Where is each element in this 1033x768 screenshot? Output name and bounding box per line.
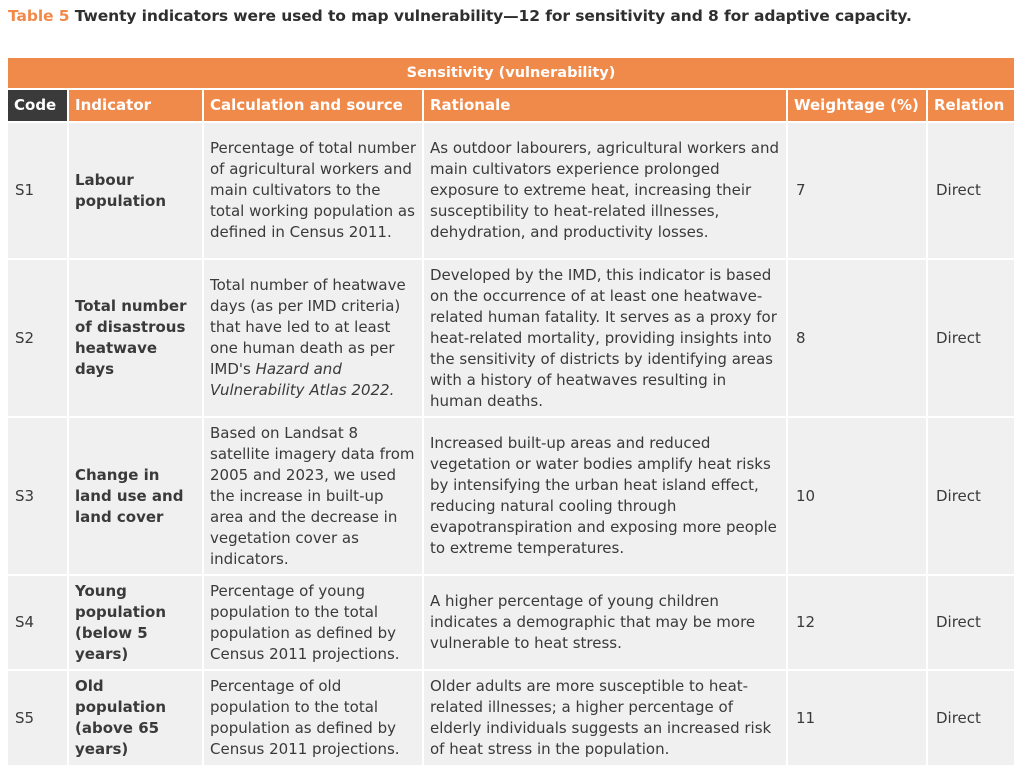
cell-indicator: Total number of disastrous heatwave days	[69, 260, 204, 418]
cell-calculation: Based on Landsat 8 satellite imagery dat…	[204, 418, 424, 576]
table-caption-label: Table 5	[8, 7, 70, 25]
cell-calculation: Percentage of young population to the to…	[204, 576, 424, 671]
section-header: Sensitivity (vulnerability)	[8, 58, 1015, 90]
table-row: S1 Labour population Percentage of total…	[8, 123, 1015, 260]
table-row: S4 Young population (below 5 years) Perc…	[8, 576, 1015, 671]
cell-relation: Direct	[928, 671, 1015, 767]
cell-code: S5	[8, 671, 69, 767]
cell-indicator: Old population (above 65 years)	[69, 671, 204, 767]
cell-code: S3	[8, 418, 69, 576]
table-row: S5 Old population (above 65 years) Perce…	[8, 671, 1015, 767]
column-header-indicator: Indicator	[69, 90, 204, 123]
table-row: S3 Change in land use and land cover Bas…	[8, 418, 1015, 576]
cell-indicator: Change in land use and land cover	[69, 418, 204, 576]
table-row: S2 Total number of disastrous heatwave d…	[8, 260, 1015, 418]
cell-rationale: As outdoor labourers, agricultural worke…	[424, 123, 788, 260]
cell-weightage: 8	[788, 260, 928, 418]
section-header-row: Sensitivity (vulnerability)	[8, 58, 1015, 90]
cell-code: S2	[8, 260, 69, 418]
table-caption: Table 5 Twenty indicators were used to m…	[8, 7, 912, 25]
column-header-calculation: Calculation and source	[204, 90, 424, 123]
cell-calculation-source-title: Hazard and Vulnerability Atlas 2022.	[210, 360, 395, 399]
cell-rationale: Developed by the IMD, this indicator is …	[424, 260, 788, 418]
sensitivity-indicators-table: Sensitivity (vulnerability) Code Indicat…	[8, 58, 1015, 767]
cell-relation: Direct	[928, 260, 1015, 418]
cell-weightage: 10	[788, 418, 928, 576]
column-header-code: Code	[8, 90, 69, 123]
cell-weightage: 7	[788, 123, 928, 260]
column-header-relation: Relation	[928, 90, 1015, 123]
cell-calculation: Total number of heatwave days (as per IM…	[204, 260, 424, 418]
column-header-row: Code Indicator Calculation and source Ra…	[8, 90, 1015, 123]
cell-rationale: A higher percentage of young children in…	[424, 576, 788, 671]
cell-calculation: Percentage of total number of agricultur…	[204, 123, 424, 260]
cell-rationale: Older adults are more susceptible to hea…	[424, 671, 788, 767]
cell-calculation: Percentage of old population to the tota…	[204, 671, 424, 767]
cell-indicator: Young population (below 5 years)	[69, 576, 204, 671]
cell-code: S4	[8, 576, 69, 671]
column-header-rationale: Rationale	[424, 90, 788, 123]
cell-relation: Direct	[928, 123, 1015, 260]
cell-code: S1	[8, 123, 69, 260]
table-caption-text: Twenty indicators were used to map vulne…	[69, 7, 912, 25]
cell-relation: Direct	[928, 418, 1015, 576]
column-header-weightage: Weightage (%)	[788, 90, 928, 123]
cell-weightage: 12	[788, 576, 928, 671]
cell-indicator: Labour population	[69, 123, 204, 260]
cell-calculation-text: Total number of heatwave days (as per IM…	[210, 276, 406, 378]
cell-rationale: Increased built-up areas and reduced veg…	[424, 418, 788, 576]
cell-relation: Direct	[928, 576, 1015, 671]
cell-weightage: 11	[788, 671, 928, 767]
